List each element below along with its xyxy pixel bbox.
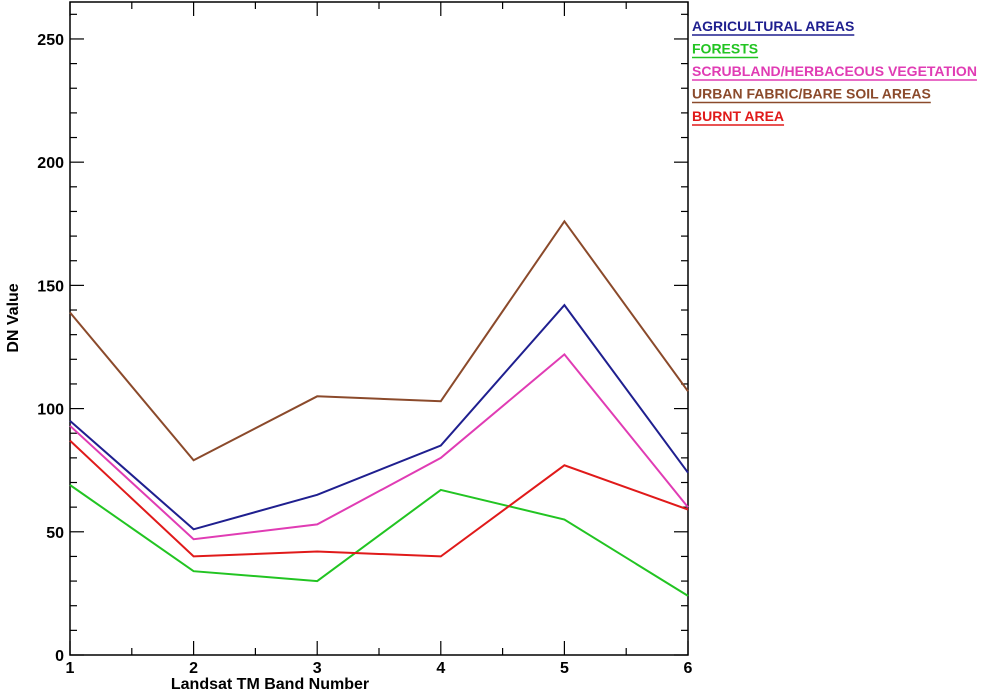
x-tick-label: 6 — [684, 660, 693, 677]
legend-entry: AGRICULTURAL AREAS — [692, 18, 854, 34]
y-tick-label: 0 — [55, 648, 64, 665]
legend-entry: SCRUBLAND/HERBACEOUS VEGETATION — [692, 63, 977, 79]
y-axis-title: DN Value — [5, 283, 22, 352]
legend-entry: FORESTS — [692, 41, 758, 57]
x-axis-title: Landsat TM Band Number — [171, 676, 369, 692]
y-axis-ticks: 0 50 100 150 200 250 — [37, 13, 688, 665]
plot-frame — [69, 1, 689, 656]
x-tick-label: 1 — [66, 660, 75, 677]
x-tick-label: 5 — [560, 660, 569, 677]
x-tick-label: 4 — [436, 660, 445, 677]
y-tick-label: 150 — [37, 278, 64, 295]
series-line-scrubland-herbaceous-vegetation — [69, 352, 689, 541]
y-tick-label: 50 — [46, 525, 64, 542]
legend: AGRICULTURAL AREAS FORESTS SCRUBLAND/HERBA… — [692, 18, 977, 126]
series-line-forests — [69, 484, 689, 597]
y-tick-label: 200 — [37, 155, 64, 172]
legend-entry: BURNT AREA — [692, 108, 784, 124]
legend-entry: URBAN FABRIC/BARE SOIL AREAS — [692, 86, 931, 102]
series-line-urban-fabric-bare-soil-areas — [69, 219, 689, 462]
x-tick-label: 3 — [313, 660, 322, 677]
y-tick-label: 250 — [37, 32, 64, 49]
series-line-burnt-area — [69, 439, 689, 558]
series-line-agricultural-areas — [69, 303, 689, 531]
series-lines — [69, 219, 689, 597]
x-axis-ticks: 1 2 3 4 5 6 — [66, 2, 693, 677]
y-tick-label: 100 — [37, 402, 64, 419]
x-tick-label: 2 — [189, 660, 198, 677]
